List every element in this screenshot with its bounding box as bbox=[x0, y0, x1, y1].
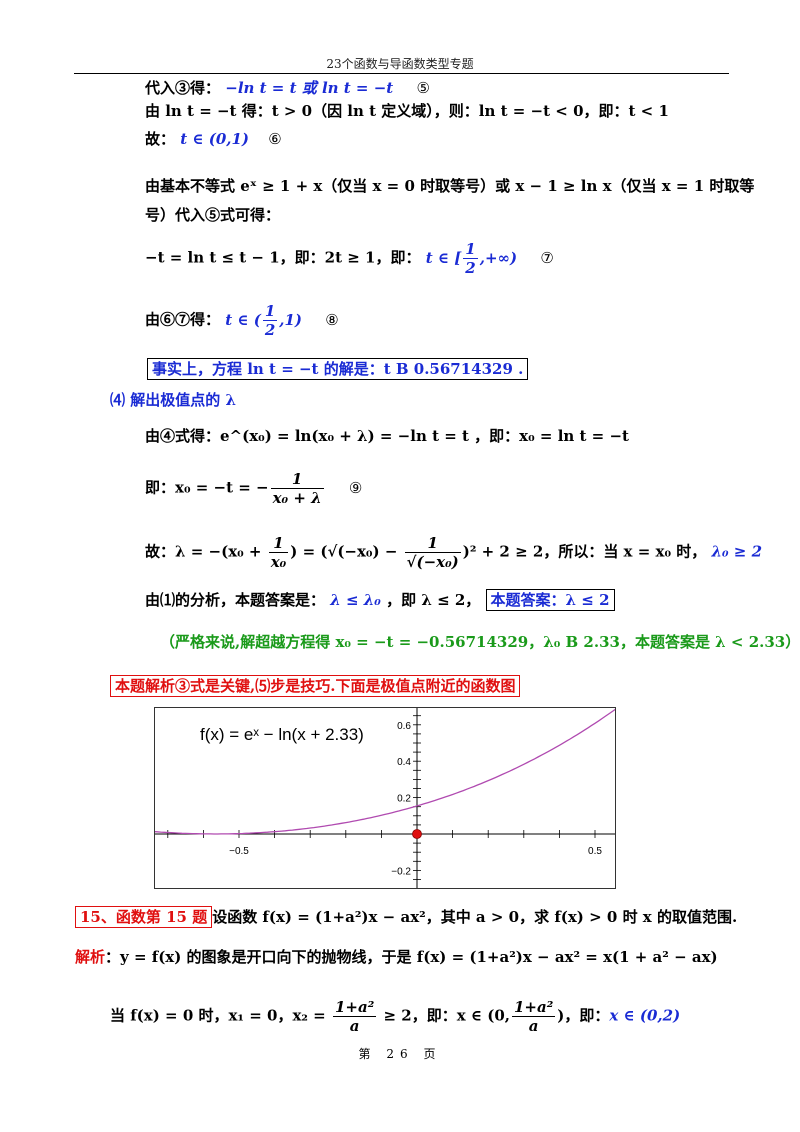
denominator: x₀ bbox=[270, 553, 287, 571]
denominator: x₀ + λ bbox=[272, 489, 322, 507]
line-inequality-cont: 号）代入⑤式可得： bbox=[145, 206, 281, 224]
text: 当 f(x) = 0 时，x₁ = 0，x₂ = bbox=[110, 1006, 331, 1025]
solution-line: 解析：y = f(x) 的图象是开口向下的抛物线，于是 f(x) = (1+a²… bbox=[75, 947, 718, 967]
numerator: 1 bbox=[268, 534, 289, 553]
fact-text: 事实上，方程 ln t = −t 的解是：t B 0.56714329 . bbox=[147, 358, 529, 380]
x-tick-label: 0.5 bbox=[588, 846, 602, 857]
fraction: 1+a² a bbox=[332, 998, 377, 1035]
analysis-note: 本题解析③式是关键,⑸步是技巧.下面是极值点附近的函数图 bbox=[110, 675, 521, 697]
page-footer: 第 26 页 bbox=[358, 1047, 442, 1061]
solution-label: 解析 bbox=[75, 948, 106, 966]
fraction: 1 x₀ + λ bbox=[270, 470, 324, 507]
denominator: √(−x₀) bbox=[406, 553, 459, 571]
fraction: 1+a² a bbox=[511, 998, 556, 1035]
text: ：y = f(x) 的图象是开口向下的抛物线，于是 f(x) = (1+a²)x… bbox=[105, 948, 718, 966]
y-tick-label: 0.4 bbox=[397, 757, 411, 768]
text: ,+∞) bbox=[479, 248, 518, 267]
y-tick-label: 0.2 bbox=[397, 794, 411, 805]
x-tick-label: −0.5 bbox=[229, 846, 249, 857]
numerator: 1 bbox=[262, 302, 278, 321]
text: t ∈ [ bbox=[425, 248, 462, 267]
chart-svg: 5−1−0.50.510.60.40.2−0.2f(x) = eˣ − ln(x… bbox=[0, 702, 778, 890]
eq-number: ⑨ bbox=[348, 478, 363, 497]
text: 故： bbox=[145, 130, 176, 148]
text: ，即 λ ≤ 2， bbox=[386, 591, 481, 609]
equation: t ∈ [1 2 ,+∞) bbox=[425, 240, 523, 277]
header-rule bbox=[74, 73, 729, 74]
line-result-7: −t = ln t ≤ t − 1，即：2t ≥ 1，即： t ∈ [1 2 ,+∞… bbox=[145, 240, 554, 277]
analysis-text: 本题解析③式是关键,⑸步是技巧.下面是极值点附近的函数图 bbox=[110, 675, 521, 697]
text: ) = (√(−x₀) − bbox=[290, 542, 403, 561]
eq-number: ⑧ bbox=[325, 310, 339, 329]
solution-result: 当 f(x) = 0 时，x₁ = 0，x₂ = 1+a² a ≥ 2，即：x ∈… bbox=[110, 998, 680, 1035]
numerator: 1 bbox=[463, 240, 478, 259]
text: 故：λ = −(x₀ + bbox=[145, 542, 267, 561]
equation: λ₀ ≥ 2 bbox=[711, 542, 763, 561]
problem-text: 设函数 f(x) = (1+a²)x − ax²，其中 a > 0，求 f(x)… bbox=[212, 908, 738, 926]
text: ≥ 2，即：x ∈ (0, bbox=[378, 1006, 510, 1025]
text: )² + 2 ≥ 2，所以：当 x = x₀ 时， bbox=[462, 542, 707, 561]
numerator: 1 bbox=[270, 470, 324, 489]
line-answer: 由⑴的分析，本题答案是： λ ≤ λ₀ ，即 λ ≤ 2， 本题答案：λ ≤ 2 bbox=[145, 589, 615, 611]
chart-point bbox=[412, 829, 422, 839]
equation: −ln t = t 或 ln t = −t bbox=[225, 79, 394, 97]
line-from-4: 由④式得：e^(x₀) = ln(x₀ + λ) = −ln t = t ，即：… bbox=[145, 427, 629, 445]
text: ,1) bbox=[279, 310, 303, 329]
denominator: a bbox=[528, 1017, 539, 1035]
problem-15: 15、函数第 15 题设函数 f(x) = (1+a²)x − ax²，其中 a… bbox=[75, 906, 738, 928]
step-4-heading: ⑷ 解出极值点的 λ bbox=[110, 391, 236, 409]
text: 由⑴的分析，本题答案是： bbox=[145, 591, 326, 609]
line-result-9: 即：x₀ = −t = −1 x₀ + λ ⑨ bbox=[145, 470, 362, 507]
eq-number: ⑦ bbox=[540, 248, 554, 267]
problem-label: 15、函数第 15 题 bbox=[75, 906, 213, 928]
text: −t = ln t ≤ t − 1，即：2t ≥ 1，即： bbox=[145, 248, 421, 267]
eq-number: ⑤ bbox=[416, 79, 430, 97]
equation: λ ≤ λ₀ bbox=[330, 591, 381, 609]
y-tick-label: 0.6 bbox=[397, 721, 411, 732]
text: )，即： bbox=[557, 1006, 610, 1025]
text: 代入③得： bbox=[145, 79, 221, 97]
line-result-8: 由⑥⑦得： t ∈ (1 2,1) ⑧ bbox=[145, 302, 339, 339]
page-header: 23个函数与导函数类型专题 bbox=[326, 57, 474, 71]
line-inequality: 由基本不等式 eˣ ≥ 1 + x（仅当 x = 0 时取等号）或 x − 1 … bbox=[145, 177, 755, 195]
answer-box: 本题答案：λ ≤ 2 bbox=[485, 589, 615, 611]
function-chart: 5−1−0.50.510.60.40.2−0.2f(x) = eˣ − ln(x… bbox=[0, 702, 778, 890]
line-lambda: 故：λ = −(x₀ + 1 x₀) = (√(−x₀) − 1 √(−x₀))² … bbox=[145, 534, 762, 571]
denominator: 2 bbox=[465, 259, 476, 277]
strict-note: （严格来说,解超越方程得 x₀ = −t = −0.56714329，λ₀ B … bbox=[160, 633, 800, 651]
text: 即：x₀ = −t = − bbox=[145, 478, 269, 497]
fact-box: 事实上，方程 ln t = −t 的解是：t B 0.56714329 . bbox=[147, 358, 529, 380]
text: 由⑥⑦得： bbox=[145, 310, 221, 329]
denominator: 2 bbox=[264, 321, 276, 339]
text: t ∈ ( bbox=[225, 310, 261, 329]
line-domain: 由 ln t = −t 得：t > 0（因 ln t 定义域），则：ln t =… bbox=[145, 102, 669, 120]
equation: x ∈ (0,2) bbox=[609, 1006, 681, 1025]
numerator: 1+a² bbox=[332, 998, 377, 1017]
line-substitute-3: 代入③得： −ln t = t 或 ln t = −t ⑤ bbox=[145, 78, 430, 98]
equation: t ∈ (1 2,1) bbox=[225, 302, 307, 339]
equation: t ∈ (0,1) bbox=[180, 130, 250, 148]
denominator: a bbox=[349, 1017, 360, 1035]
numerator: 1 bbox=[404, 534, 461, 553]
fraction: 1 x₀ bbox=[268, 534, 289, 571]
y-tick-label: −0.2 bbox=[391, 866, 411, 877]
line-conclusion-6: 故： t ∈ (0,1) ⑥ bbox=[145, 129, 282, 149]
eq-number: ⑥ bbox=[268, 130, 282, 148]
chart-title: f(x) = eˣ − ln(x + 2.33) bbox=[200, 725, 364, 744]
numerator: 1+a² bbox=[511, 998, 556, 1017]
fraction: 1 √(−x₀) bbox=[404, 534, 461, 571]
